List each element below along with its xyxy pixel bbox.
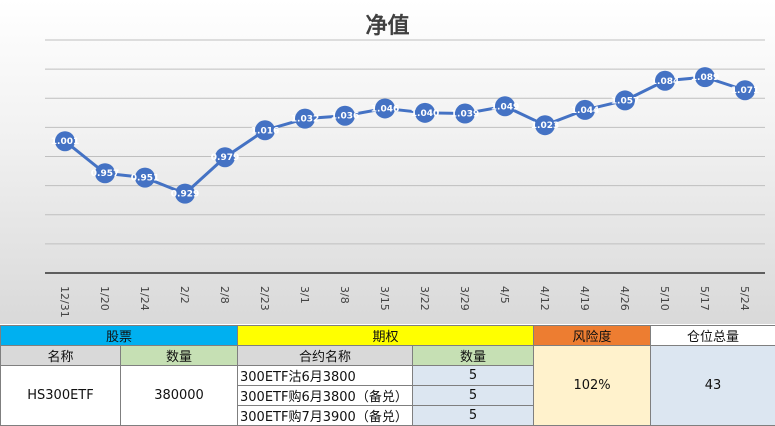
nav-chart: 净值 1.001 0.957 0.951 0.929 0.979 1.016 1.032 1.… [0, 0, 775, 324]
option-qty-col: 数量 [412, 345, 535, 366]
data-point [415, 102, 435, 123]
data-point [735, 80, 755, 101]
x-tick-label: 3/22 [418, 286, 431, 311]
chart-title: 净值 [365, 14, 410, 39]
option-header: 期权 [237, 325, 535, 346]
position-header: 仓位总量 [650, 325, 775, 346]
data-label: 1.057 [611, 96, 639, 106]
x-tick-label: 2/2 [178, 286, 191, 304]
data-point [255, 120, 275, 141]
risk-value: 102% [533, 345, 652, 426]
option-name: 300ETF购7月3900（备兑） [237, 405, 414, 426]
data-point [375, 98, 395, 119]
x-tick-label: 5/10 [658, 286, 671, 311]
data-label: 1.089 [691, 73, 719, 83]
data-label: 1.040 [411, 109, 439, 119]
x-tick-label: 3/1 [298, 286, 311, 304]
x-tick-label: 3/8 [338, 286, 351, 304]
data-label: 1.039 [451, 110, 479, 120]
stock-header: 股票 [0, 325, 239, 346]
data-label: 1.071 [731, 86, 759, 96]
x-tick-label: 4/19 [578, 286, 591, 311]
data-point [215, 147, 235, 168]
data-point [95, 163, 115, 184]
x-tick-label: 4/26 [618, 286, 631, 311]
position-table: 股票 期权 风险度 仓位总量 名称 数量 合约名称 数量 102% 43 HS3… [0, 325, 775, 426]
data-label: 0.929 [171, 190, 199, 200]
option-qty: 5 [412, 385, 535, 406]
data-label: 1.016 [251, 126, 279, 136]
data-label: 1.046 [371, 104, 399, 114]
x-tick-label: 5/24 [738, 286, 751, 311]
x-tick-label: 2/8 [218, 286, 231, 304]
stock-qty-col: 数量 [119, 345, 239, 366]
option-qty: 5 [412, 405, 535, 426]
x-tick-label: 3/15 [378, 286, 391, 311]
option-name: 300ETF购6月3800（备兑） [237, 385, 414, 406]
x-tick-label: 1/20 [98, 286, 111, 311]
data-point [455, 103, 475, 124]
stock-name-col: 名称 [0, 345, 121, 366]
data-label: 0.957 [91, 169, 119, 179]
chart-plot: 1.001 0.957 0.951 0.929 0.979 1.016 1.032 1.036… [45, 39, 765, 318]
data-label: 1.049 [491, 102, 519, 112]
data-point [655, 70, 675, 91]
data-point [55, 131, 75, 152]
data-label: 1.023 [531, 121, 559, 131]
data-point [615, 90, 635, 111]
x-tick-label: 4/5 [498, 286, 511, 304]
option-name: 300ETF沽6月3800 [237, 365, 414, 386]
x-tick-label: 2/23 [258, 286, 271, 311]
x-tick-label: 12/31 [58, 286, 71, 318]
data-label: 0.979 [211, 153, 239, 163]
x-tick-label: 5/17 [698, 286, 711, 311]
stock-qty: 380000 [119, 365, 239, 426]
option-qty: 5 [412, 365, 535, 386]
risk-header: 风险度 [533, 325, 652, 346]
data-point [135, 167, 155, 188]
position-total: 43 [650, 345, 775, 426]
data-label: 0.951 [131, 174, 159, 184]
x-tick-label: 3/29 [458, 286, 471, 311]
data-label: 1.032 [291, 115, 319, 125]
data-label: 1.084 [651, 77, 679, 87]
stock-name: HS300ETF [0, 365, 121, 426]
x-tick-label: 1/24 [138, 286, 151, 311]
data-label: 1.044 [571, 106, 599, 116]
data-point [495, 96, 515, 117]
data-point [295, 108, 315, 129]
data-point [335, 105, 355, 126]
option-name-col: 合约名称 [237, 345, 414, 366]
data-label: 1.001 [51, 137, 79, 147]
data-label: 1.036 [331, 112, 359, 122]
series-line [64, 75, 746, 196]
data-point [175, 183, 195, 204]
x-tick-label: 4/12 [538, 286, 551, 311]
data-point [575, 99, 595, 120]
data-point [695, 67, 715, 88]
data-point [535, 115, 555, 136]
